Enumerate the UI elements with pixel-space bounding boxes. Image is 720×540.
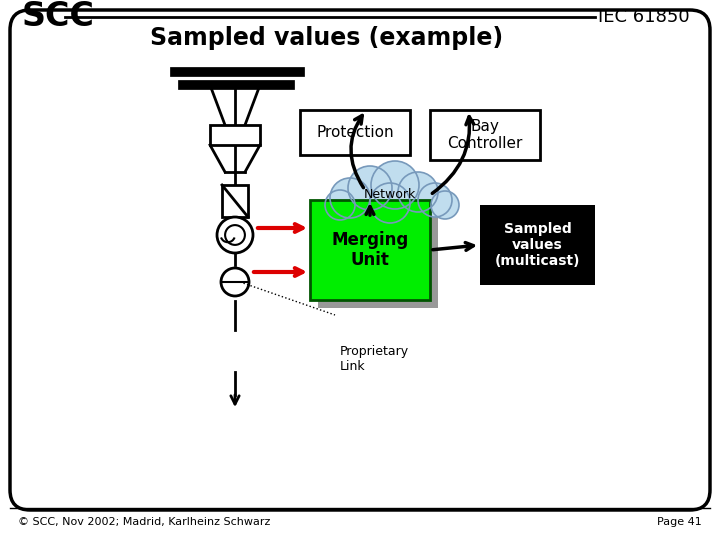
Text: Sampled values (example): Sampled values (example) <box>150 26 503 50</box>
Text: © SCC, Nov 2002; Madrid, Karlheinz Schwarz: © SCC, Nov 2002; Madrid, Karlheinz Schwa… <box>18 517 271 527</box>
Circle shape <box>221 268 249 296</box>
Bar <box>310 200 430 300</box>
Bar <box>300 110 410 155</box>
Circle shape <box>325 190 355 220</box>
Circle shape <box>370 183 410 223</box>
Text: Sampled
values
(multicast): Sampled values (multicast) <box>495 222 580 268</box>
Bar <box>210 125 260 145</box>
Text: IEC 61850: IEC 61850 <box>598 8 690 26</box>
Bar <box>318 208 438 308</box>
Text: Proprietary
Link: Proprietary Link <box>340 345 409 373</box>
Bar <box>480 205 595 285</box>
Circle shape <box>217 217 253 253</box>
Text: Merging
Unit: Merging Unit <box>331 231 409 269</box>
Bar <box>430 110 540 160</box>
Text: Bay
Controller: Bay Controller <box>447 119 523 151</box>
Bar <box>222 185 248 217</box>
Circle shape <box>371 161 419 209</box>
Text: Network: Network <box>364 188 416 201</box>
FancyBboxPatch shape <box>10 10 710 510</box>
Circle shape <box>330 178 370 218</box>
Text: SCC: SCC <box>22 1 95 33</box>
Circle shape <box>431 191 459 219</box>
Circle shape <box>348 166 392 210</box>
Circle shape <box>225 225 245 245</box>
Text: Page 41: Page 41 <box>657 517 702 527</box>
Text: Protection: Protection <box>316 125 394 140</box>
Circle shape <box>418 183 452 217</box>
Circle shape <box>398 172 438 212</box>
